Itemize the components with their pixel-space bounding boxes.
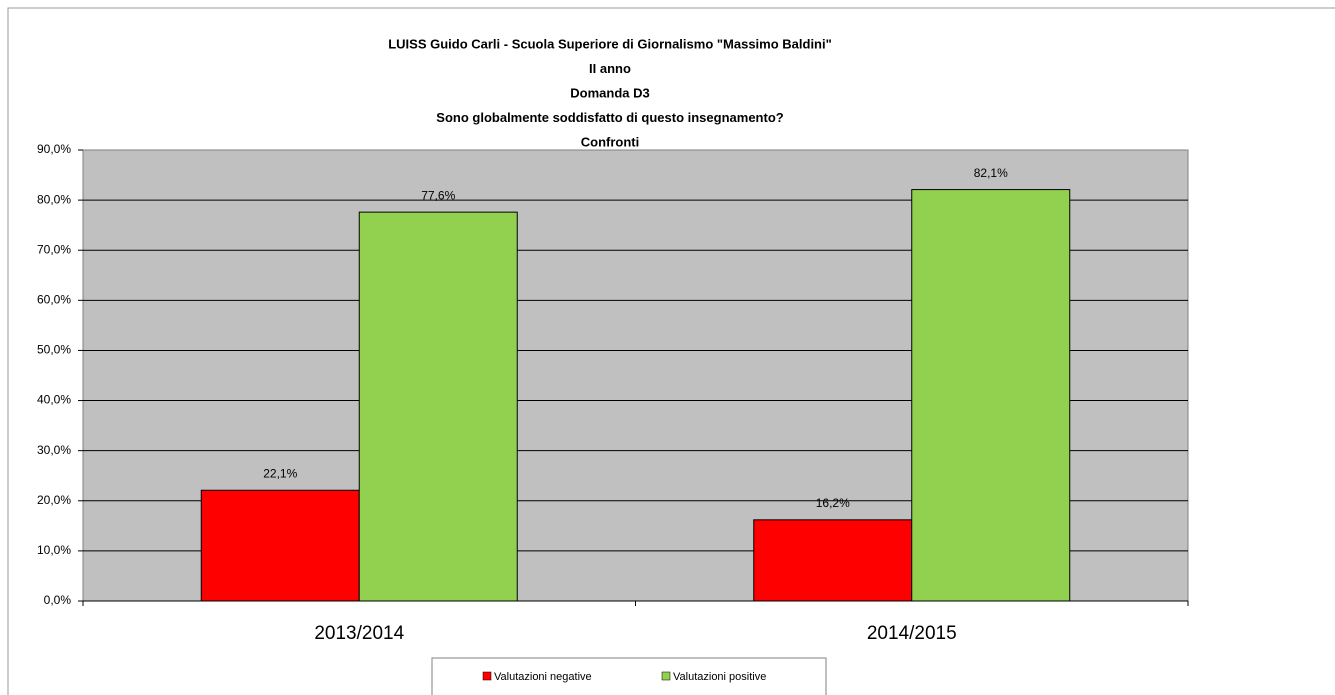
legend-swatch (661, 671, 671, 681)
value-label: 77,6% (421, 188, 455, 202)
y-tick-label: 60,0% (37, 293, 71, 307)
chart-title: Sono globalmente soddisfatto di questo i… (436, 110, 783, 125)
y-tick-label: 90,0% (37, 142, 71, 156)
legend-label: Valutazioni positive (673, 671, 766, 683)
value-label: 22,1% (263, 466, 297, 480)
chart-title: Confronti (581, 134, 639, 149)
y-tick-label: 80,0% (37, 192, 71, 206)
bar (753, 519, 913, 602)
chart-border (7, 7, 1335, 695)
y-tick-label: 10,0% (37, 543, 71, 557)
bar (200, 489, 360, 602)
chart-title: II anno (589, 61, 631, 76)
chart-title: LUISS Guido Carli - Scuola Superiore di … (388, 36, 832, 51)
chart-title: Domanda D3 (570, 85, 649, 100)
y-tick-label: 20,0% (37, 493, 71, 507)
legend-label: Valutazioni negative (494, 671, 592, 683)
bar (911, 189, 1071, 602)
y-tick-label: 50,0% (37, 343, 71, 357)
y-tick-label: 40,0% (37, 393, 71, 407)
value-label: 82,1% (974, 166, 1008, 180)
bar (358, 211, 518, 602)
legend-swatch (482, 671, 492, 681)
legend-box (431, 657, 827, 695)
x-tick-label: 2013/2014 (314, 623, 404, 644)
value-label: 16,2% (816, 496, 850, 510)
y-tick-label: 0,0% (44, 593, 72, 607)
x-tick-label: 2014/2015 (867, 623, 957, 644)
y-tick-label: 70,0% (37, 242, 71, 256)
y-tick-label: 30,0% (37, 443, 71, 457)
